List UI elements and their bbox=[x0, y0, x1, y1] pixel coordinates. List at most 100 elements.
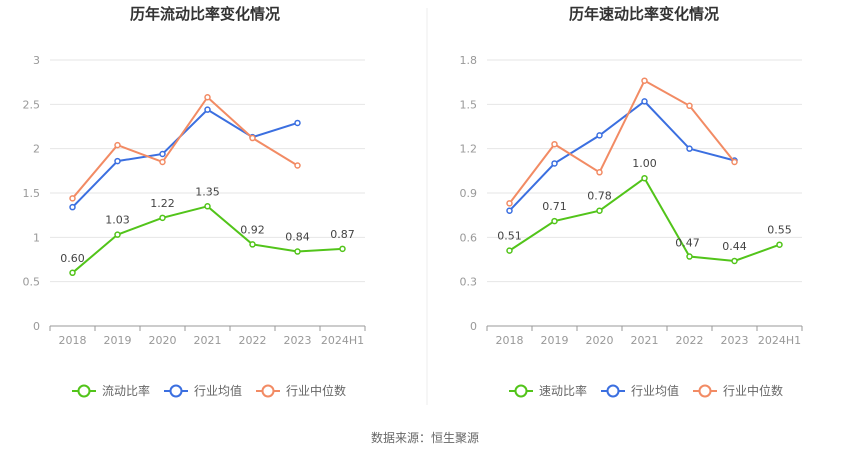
y-tick-label: 0.9 bbox=[460, 187, 478, 200]
y-tick-label: 2 bbox=[33, 143, 40, 156]
data-point[interactable] bbox=[596, 169, 603, 176]
legend-swatch-marker bbox=[606, 384, 620, 398]
x-tick-label: 2022 bbox=[676, 334, 704, 347]
legend-item-label[interactable]: 行业中位数 bbox=[286, 383, 346, 398]
data-point[interactable] bbox=[686, 145, 693, 152]
x-tick-label: 2021 bbox=[631, 334, 659, 347]
data-point[interactable] bbox=[69, 195, 76, 202]
data-label: 0.44 bbox=[722, 240, 747, 253]
x-tick-label: 2020 bbox=[149, 334, 177, 347]
x-tick-label: 2019 bbox=[104, 334, 132, 347]
data-point[interactable] bbox=[641, 77, 648, 84]
data-label: 0.84 bbox=[285, 231, 310, 244]
data-source: 数据来源：恒生聚源 bbox=[371, 430, 479, 445]
data-label: 0.47 bbox=[675, 237, 700, 250]
y-tick-label: 0.6 bbox=[460, 231, 478, 244]
legend-swatch-marker bbox=[698, 384, 712, 398]
y-tick-label: 0.5 bbox=[23, 276, 41, 289]
legend-swatch-marker bbox=[261, 384, 275, 398]
data-label: 0.87 bbox=[330, 228, 355, 241]
x-tick-label: 2019 bbox=[541, 334, 569, 347]
legend-swatch-marker bbox=[77, 384, 91, 398]
data-point[interactable] bbox=[204, 203, 211, 210]
data-label: 0.55 bbox=[767, 224, 792, 237]
data-point[interactable] bbox=[294, 119, 301, 127]
y-tick-label: 1.5 bbox=[23, 187, 41, 200]
x-tick-label: 2018 bbox=[59, 334, 87, 347]
data-point[interactable] bbox=[249, 241, 256, 248]
data-label: 1.22 bbox=[150, 197, 175, 210]
data-point[interactable] bbox=[69, 203, 76, 211]
data-point[interactable] bbox=[731, 257, 738, 265]
x-tick-label: 2020 bbox=[586, 334, 614, 347]
y-tick-label: 0 bbox=[33, 320, 40, 333]
data-point[interactable] bbox=[69, 269, 76, 277]
legend-swatch-marker bbox=[514, 384, 528, 398]
data-point[interactable] bbox=[159, 150, 166, 158]
data-label: 0.71 bbox=[542, 200, 567, 213]
data-point[interactable] bbox=[294, 162, 301, 169]
legend-item-label[interactable]: 行业均值 bbox=[631, 383, 679, 398]
data-point[interactable] bbox=[686, 102, 693, 110]
data-point[interactable] bbox=[249, 134, 256, 142]
data-point[interactable] bbox=[776, 241, 783, 248]
y-tick-label: 1.5 bbox=[460, 98, 478, 111]
data-point[interactable] bbox=[551, 160, 558, 167]
data-point[interactable] bbox=[506, 207, 513, 214]
data-point[interactable] bbox=[551, 140, 558, 148]
y-tick-label: 1.8 bbox=[460, 54, 478, 67]
series-line bbox=[508, 79, 736, 204]
data-label: 1.03 bbox=[105, 214, 130, 227]
data-point[interactable] bbox=[506, 247, 513, 254]
x-tick-label: 2023 bbox=[721, 334, 749, 347]
legend-swatch-marker bbox=[169, 384, 183, 398]
data-point[interactable] bbox=[641, 174, 648, 182]
data-point[interactable] bbox=[159, 214, 166, 222]
y-tick-label: 0.3 bbox=[460, 276, 478, 289]
y-tick-label: 3 bbox=[33, 54, 40, 67]
chart-title: 历年速动比率变化情况 bbox=[569, 5, 719, 23]
series-line bbox=[508, 100, 735, 212]
data-point[interactable] bbox=[686, 253, 693, 260]
current-ratio-chart: 历年流动比率变化情况 0 0.5 1 1.5 2 2.5 3 2018 2019 2020 2021… bbox=[23, 5, 366, 398]
data-label: 0.51 bbox=[497, 230, 522, 243]
data-point[interactable] bbox=[731, 158, 738, 166]
data-point[interactable] bbox=[339, 245, 346, 253]
data-point[interactable] bbox=[294, 248, 301, 255]
chart-title: 历年流动比率变化情况 bbox=[130, 5, 280, 23]
data-label: 0.60 bbox=[60, 252, 85, 265]
y-tick-label: 1 bbox=[33, 231, 40, 244]
x-tick-label: 2024H1 bbox=[321, 334, 364, 347]
y-tick-label: 0 bbox=[470, 320, 477, 333]
data-point[interactable] bbox=[114, 231, 121, 238]
legend-item-label[interactable]: 速动比率 bbox=[539, 383, 587, 398]
x-tick-label: 2018 bbox=[496, 334, 524, 347]
data-point[interactable] bbox=[641, 98, 648, 105]
legend-item-label[interactable]: 行业中位数 bbox=[723, 383, 783, 398]
legend-item-label[interactable]: 行业均值 bbox=[194, 383, 242, 398]
y-tick-label: 2.5 bbox=[23, 98, 41, 111]
x-tick-label: 2023 bbox=[284, 334, 312, 347]
data-point[interactable] bbox=[204, 93, 211, 101]
legend-item-label[interactable]: 流动比率 bbox=[102, 383, 150, 398]
data-label: 1.35 bbox=[195, 185, 220, 198]
data-point[interactable] bbox=[114, 157, 121, 165]
data-point[interactable] bbox=[506, 200, 513, 207]
data-point[interactable] bbox=[551, 217, 558, 225]
data-label: 0.92 bbox=[240, 223, 265, 236]
data-label: 1.00 bbox=[632, 157, 657, 170]
data-point[interactable] bbox=[114, 141, 121, 149]
x-tick-label: 2024H1 bbox=[758, 334, 801, 347]
data-point[interactable] bbox=[596, 132, 603, 139]
series-line bbox=[71, 95, 299, 199]
data-point[interactable] bbox=[159, 158, 166, 166]
x-tick-label: 2021 bbox=[194, 334, 222, 347]
quick-ratio-chart: 历年速动比率变化情况 0 0.3 0.6 0.9 1.2 1.5 1.8 2018 2019 20… bbox=[460, 5, 803, 398]
y-tick-label: 1.2 bbox=[460, 143, 478, 156]
data-label: 0.78 bbox=[587, 190, 612, 203]
data-point[interactable] bbox=[596, 207, 603, 214]
data-point[interactable] bbox=[204, 106, 211, 113]
series-line bbox=[71, 108, 298, 208]
x-tick-label: 2022 bbox=[239, 334, 267, 347]
